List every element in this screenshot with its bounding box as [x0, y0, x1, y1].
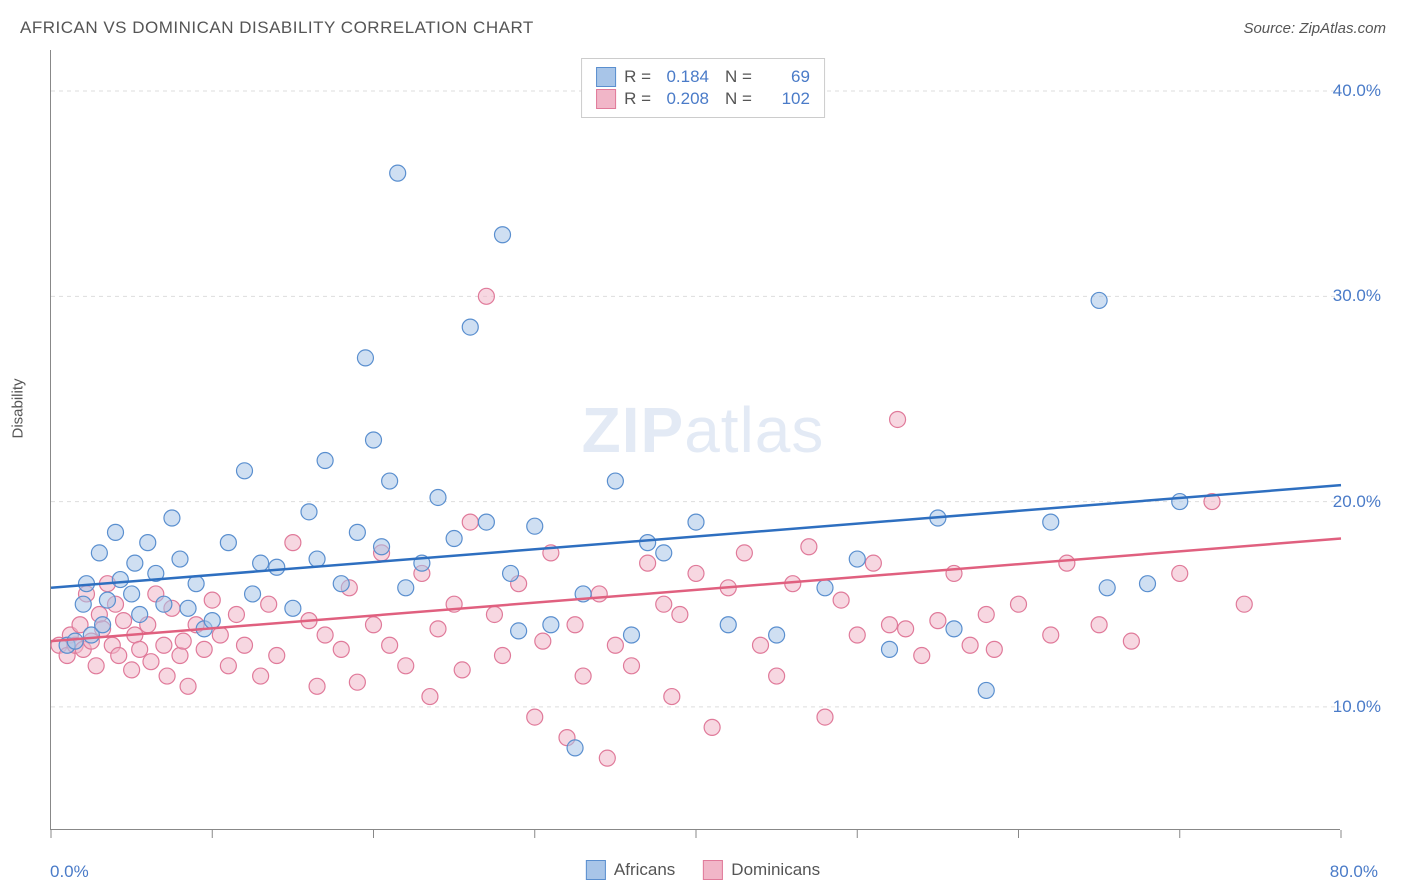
y-axis-label: Disability	[10, 378, 27, 438]
swatch-africans	[596, 67, 616, 87]
source-label: Source: ZipAtlas.com	[1243, 20, 1386, 37]
swatch-dominicans-icon	[703, 860, 723, 880]
legend-item-africans: Africans	[586, 860, 675, 880]
legend-series: Africans Dominicans	[586, 860, 820, 880]
legend-row-dominicans: R = 0.208 N = 102	[596, 89, 810, 109]
swatch-dominicans	[596, 89, 616, 109]
x-tick-80: 80.0%	[1330, 862, 1378, 882]
legend-correlation: R = 0.184 N = 69 R = 0.208 N = 102	[581, 58, 825, 118]
x-tick-0: 0.0%	[50, 862, 89, 882]
chart-title: AFRICAN VS DOMINICAN DISABILITY CORRELAT…	[20, 18, 534, 38]
y-tick-10: 10.0%	[1333, 697, 1381, 717]
plot-area	[50, 50, 1340, 830]
legend-row-africans: R = 0.184 N = 69	[596, 67, 810, 87]
y-tick-30: 30.0%	[1333, 286, 1381, 306]
swatch-africans-icon	[586, 860, 606, 880]
legend-label-africans: Africans	[614, 860, 675, 880]
legend-label-dominicans: Dominicans	[731, 860, 820, 880]
y-tick-20: 20.0%	[1333, 492, 1381, 512]
y-tick-40: 40.0%	[1333, 81, 1381, 101]
chart-svg	[51, 50, 1340, 829]
legend-item-dominicans: Dominicans	[703, 860, 820, 880]
